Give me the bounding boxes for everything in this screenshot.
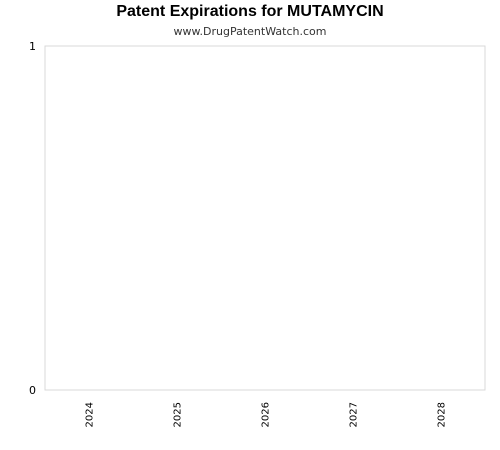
x-tick-label-2024: 2024	[85, 402, 96, 427]
y-axis: 01	[29, 40, 36, 397]
y-tick-label-0: 0	[29, 384, 36, 397]
x-tick-label-2028: 2028	[437, 402, 448, 427]
x-tick-label-2025: 2025	[173, 402, 184, 427]
x-tick-label-2027: 2027	[349, 402, 360, 427]
y-tick-label-1: 1	[29, 40, 36, 53]
plot-area	[44, 45, 486, 391]
chart-title: Patent Expirations for MUTAMYCIN	[116, 3, 384, 20]
x-tick-label-2026: 2026	[261, 402, 272, 427]
chart-subtitle: www.DrugPatentWatch.com	[173, 25, 327, 38]
x-axis: 2024 2025 2026 2027 2028	[85, 402, 448, 427]
